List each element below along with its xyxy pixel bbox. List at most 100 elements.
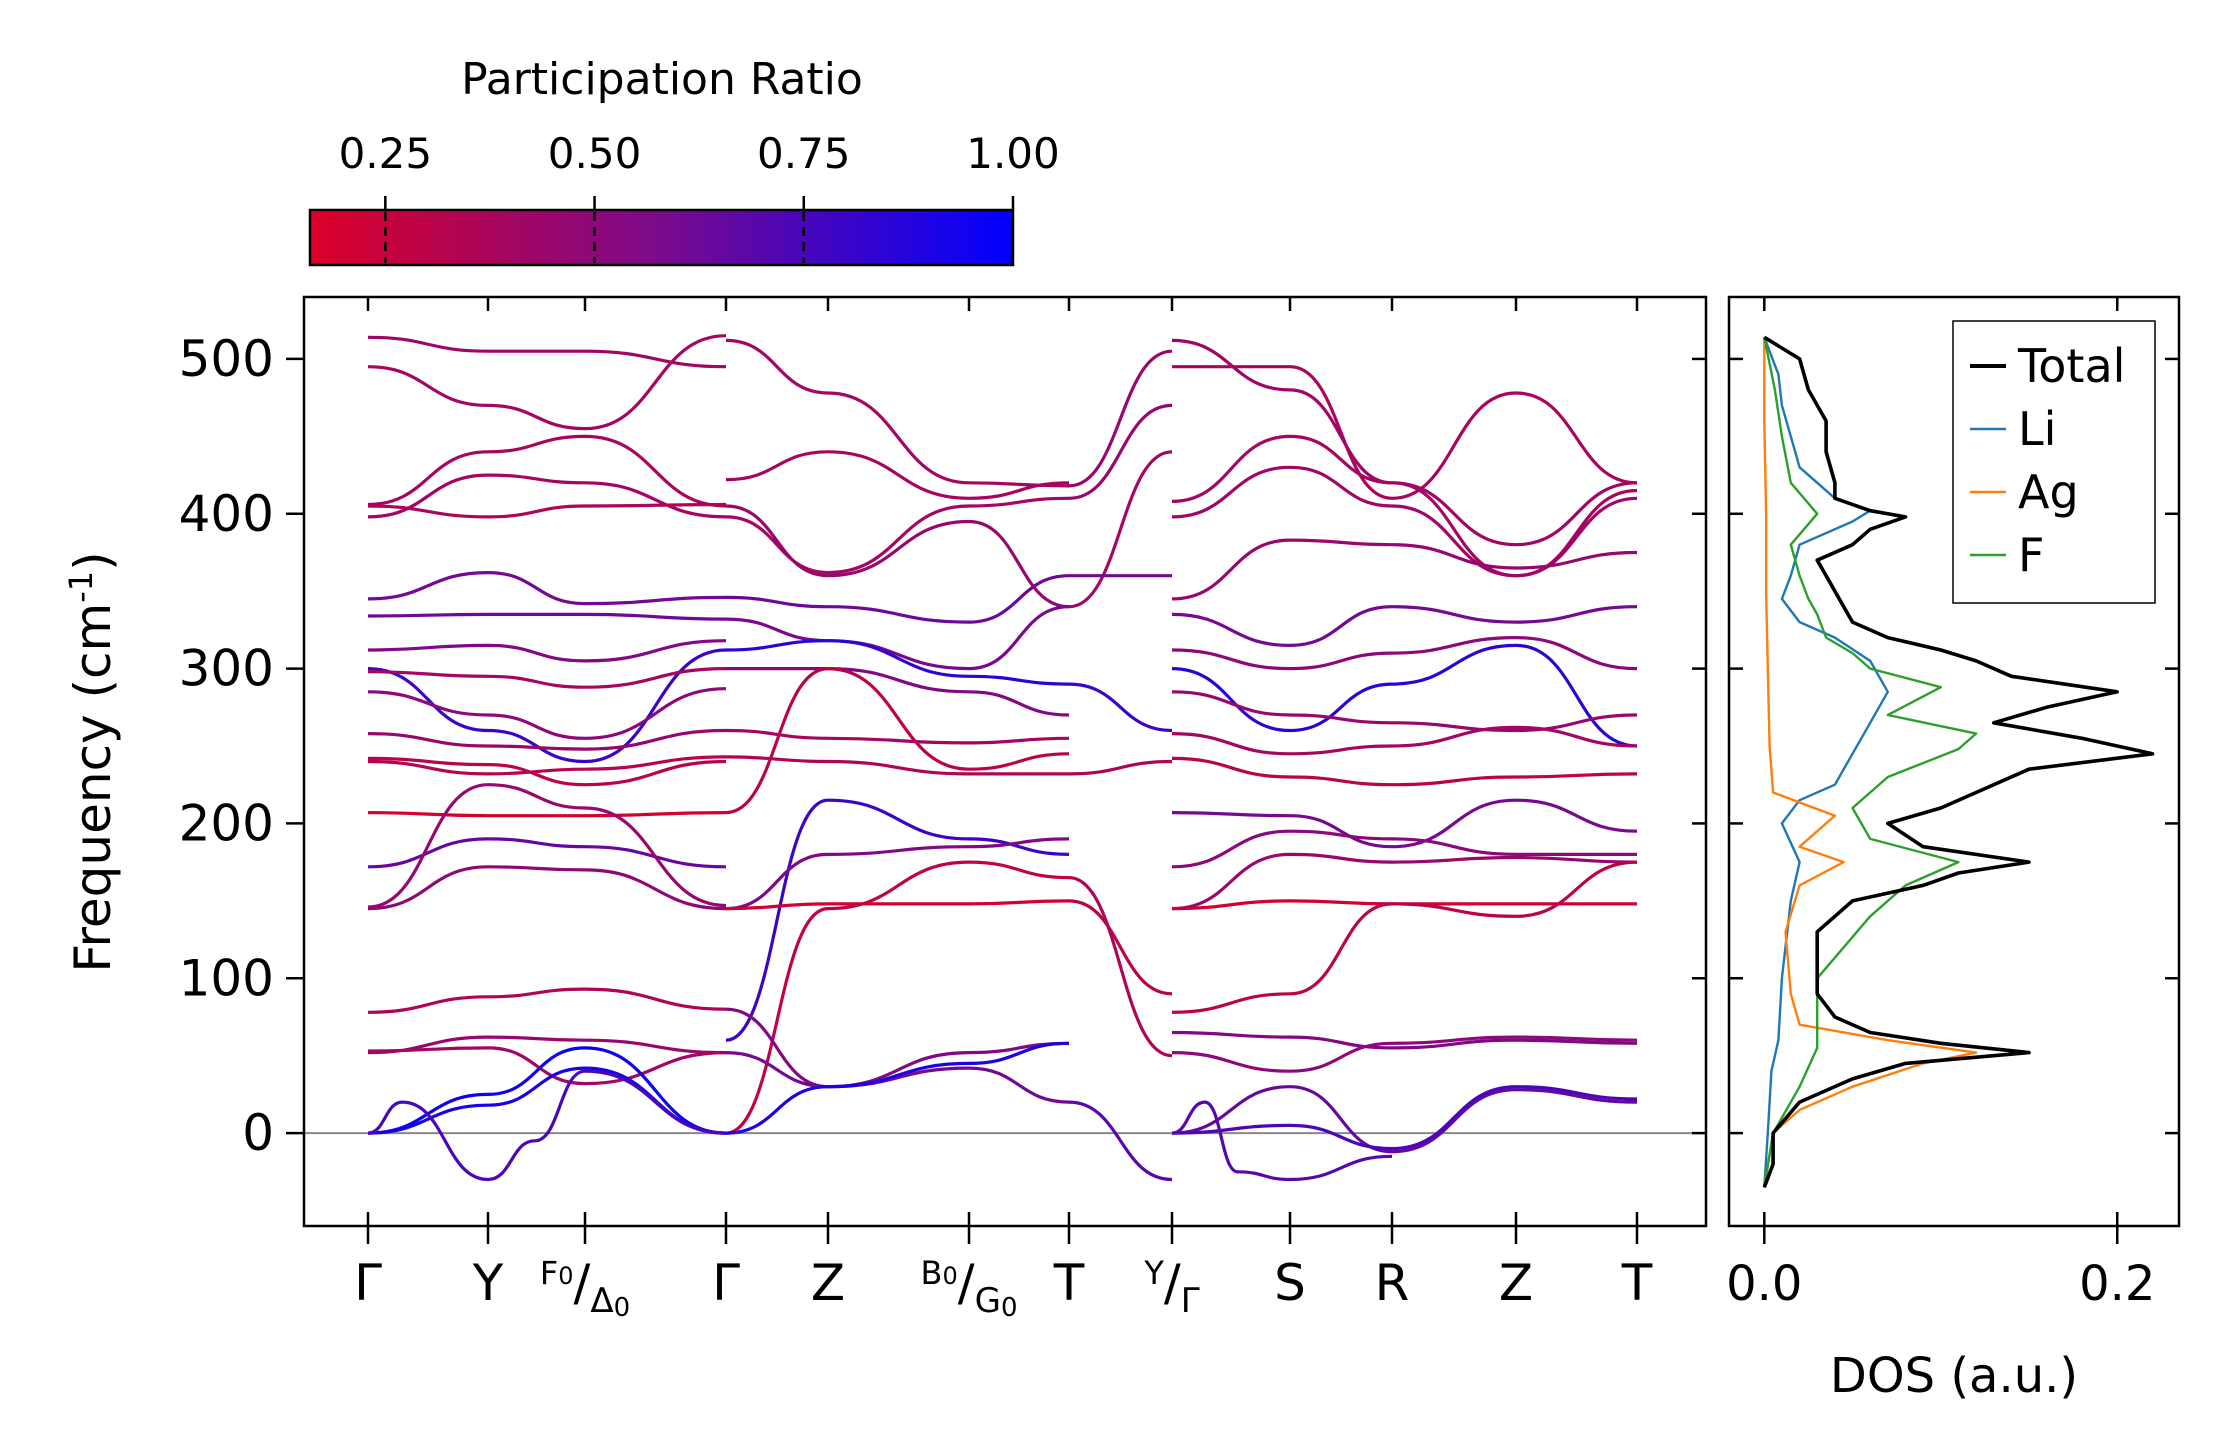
phonon-band [367, 865, 727, 911]
phonon-band [367, 756, 727, 787]
phonon-band [1171, 538, 1638, 601]
phonon-band [725, 798, 1070, 1042]
phonon-band [367, 502, 727, 519]
kpoint-label: Z [811, 1254, 845, 1312]
phonon-band [725, 639, 1070, 686]
phonon-band [1171, 365, 1638, 500]
phonon-band [725, 450, 1070, 500]
phonon-band [1171, 860, 1638, 1014]
colorbar-title: Participation Ratio [461, 54, 863, 105]
phonon-band [1068, 450, 1173, 609]
phonon-band [725, 605, 1070, 671]
phonon-band [367, 837, 727, 869]
phonon-band [1171, 725, 1638, 756]
phonon-band [367, 335, 727, 369]
phonon-band [367, 1046, 727, 1086]
phonon-band [1171, 829, 1637, 869]
phonon-band [1171, 756, 1638, 787]
phonon-bands [367, 334, 1638, 1182]
phonon-band [725, 504, 1070, 609]
phonon-band [725, 899, 1070, 911]
phonon-band [1068, 349, 1173, 488]
phonon-band [1068, 403, 1173, 500]
y-tick-label: 0 [242, 1104, 274, 1162]
phonon-band [367, 667, 727, 689]
colorbar-tick-label: 0.75 [757, 129, 851, 178]
legend-label: Total [2017, 339, 2125, 393]
kpoint-label: T [1053, 1254, 1085, 1312]
dos-curve-ag [1763, 337, 1978, 1188]
kpoint-label: Y/Γ [1143, 1254, 1199, 1321]
y-tick-label: 100 [179, 949, 274, 1007]
phonon-band [367, 1066, 727, 1135]
band-x-ticks: Γ Y F0/Δ0 Γ Z B0/G0 T Y/Γ S R Z T [354, 297, 1653, 1323]
kpoint-label: Z [1499, 1254, 1533, 1312]
phonon-band [1068, 899, 1173, 996]
kpoint-label: T [1621, 1254, 1653, 1312]
phonon-band [1171, 852, 1638, 911]
kpoint-label: S [1274, 1254, 1306, 1312]
phonon-band [1171, 605, 1638, 648]
phonon-band [725, 338, 1070, 488]
band-axes-frame [302, 295, 1708, 1228]
phonon-band [725, 1051, 1070, 1104]
y-tick-label: 300 [179, 640, 274, 698]
phonon-band [367, 1069, 727, 1182]
dos-legend: Total Li Ag F [1952, 320, 2156, 604]
legend-label: Ag [2018, 465, 2079, 519]
phonon-band [367, 687, 727, 740]
kpoint-label: F0/Δ0 [540, 1254, 630, 1323]
kpoint-label: B0/G0 [921, 1254, 1018, 1323]
colorbar-tick-label: 0.25 [339, 129, 433, 178]
y-tick-label: 400 [179, 485, 274, 543]
phonon-band [1171, 338, 1638, 547]
dos-curve-total [1762, 335, 2155, 1188]
dos-curve-f [1763, 337, 1978, 1188]
phonon-band [1171, 1085, 1638, 1154]
colorbar-ticks [384, 196, 1015, 263]
phonon-band [725, 496, 1070, 575]
phonon-band [1068, 876, 1173, 1058]
dos-curves [1762, 335, 2155, 1188]
phonon-band [1171, 1085, 1638, 1151]
colorbar [308, 208, 1015, 267]
colorbar-tick-labels: 0.25 0.50 0.75 1.00 [339, 129, 1060, 178]
dos-plot: 0.0 0.2 DOS (a.u.) Total Li Ag F [1726, 295, 2181, 1404]
dos-ticks: 0.0 0.2 [1726, 297, 2179, 1312]
band-y-ticks: 0 100 200 300 400 500 [179, 330, 1706, 1162]
phonon-band [367, 987, 727, 1014]
phonon-band [725, 755, 1069, 776]
dos-curve-li [1763, 336, 1889, 1188]
y-axis-label: Frequency (cm-1) [62, 551, 122, 972]
phonon-band [367, 334, 727, 431]
phonon-band [725, 860, 1070, 1135]
phonon-band [1171, 465, 1638, 578]
kpoint-label: Γ [712, 1254, 740, 1312]
phonon-band [725, 666, 1070, 815]
phonon-band [367, 434, 727, 508]
legend-label: F [2018, 528, 2044, 582]
phonon-band [367, 639, 727, 663]
phonon-band [1171, 798, 1638, 849]
y-tick-label: 200 [179, 794, 274, 852]
dos-x-tick-label: 0.2 [2079, 1256, 2155, 1312]
phonon-band [367, 612, 727, 621]
dos-axes-frame [1727, 295, 2181, 1228]
phonon-band [1171, 690, 1638, 733]
phonon-band [1171, 1030, 1638, 1050]
phonon-band [367, 755, 727, 776]
phonon-band [726, 666, 1070, 717]
kpoint-label: Y [472, 1254, 504, 1312]
kpoint-label: R [1375, 1254, 1410, 1312]
phonon-band [1068, 1100, 1173, 1182]
phonon-band [367, 1046, 727, 1135]
legend-label: Li [2018, 402, 2056, 456]
phonon-band [725, 837, 1070, 911]
phonon-band [367, 811, 727, 818]
phonon-band [725, 1041, 1070, 1135]
colorbar-tick-label: 1.00 [966, 129, 1060, 178]
phonon-band [725, 574, 1070, 624]
phonon-band [367, 783, 727, 909]
colorbar-tick-label: 0.50 [548, 129, 642, 178]
